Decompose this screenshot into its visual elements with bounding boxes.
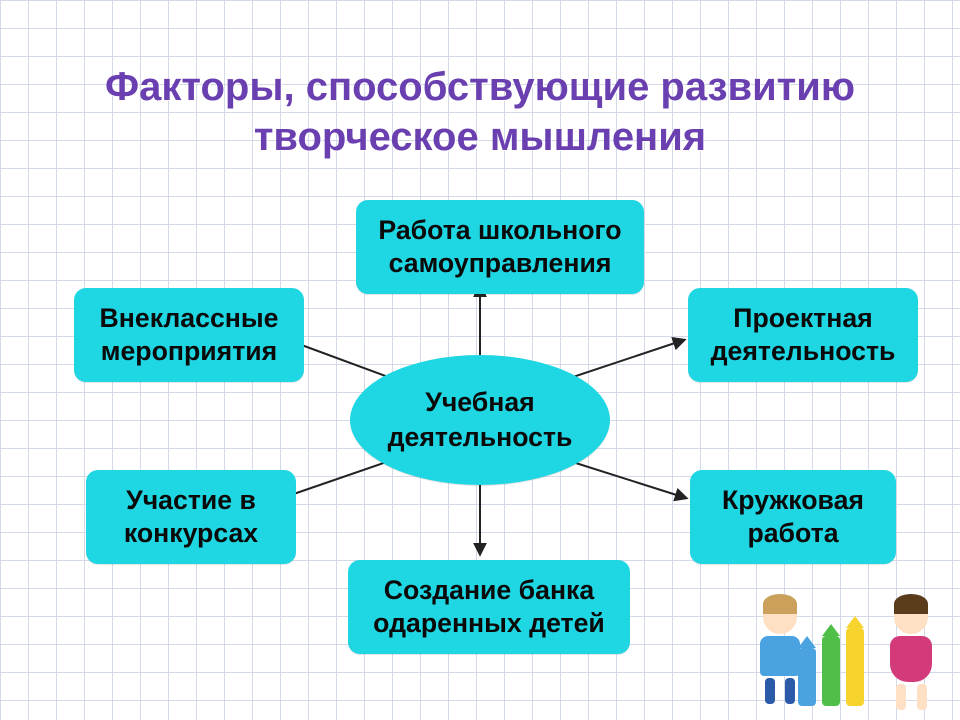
spoke-label: деятельность [711, 335, 896, 368]
center-node: Учебная деятельность [350, 355, 610, 485]
spoke-top-right: Проектнаядеятельность [688, 288, 918, 382]
crayon [822, 636, 840, 706]
spoke-label: работа [722, 517, 864, 550]
center-label-2: деятельность [388, 420, 573, 455]
spoke-label: Работа школьного [378, 214, 621, 247]
girl-illustration [890, 600, 932, 710]
page-title: Факторы, способствующие развитию творчес… [0, 62, 960, 162]
spoke-bottom: Создание банкаодаренных детей [348, 560, 630, 654]
crayon [798, 648, 816, 706]
title-line2: творческое мышления [0, 112, 960, 162]
spoke-label: Участие в [124, 484, 258, 517]
spoke-label: Внеклассные [100, 302, 279, 335]
title-line1: Факторы, способствующие развитию [0, 62, 960, 112]
spoke-bottom-left: Участие вконкурсах [86, 470, 296, 564]
spoke-bottom-right: Кружковаяработа [690, 470, 896, 564]
spoke-top: Работа школьногосамоуправления [356, 200, 644, 294]
spoke-label: одаренных детей [373, 607, 605, 640]
spoke-label: Проектная [711, 302, 896, 335]
crayon [846, 628, 864, 706]
spoke-label: Создание банка [373, 574, 605, 607]
spoke-label: конкурсах [124, 517, 258, 550]
boy-illustration [760, 600, 800, 704]
stage: Факторы, способствующие развитию творчес… [0, 0, 960, 720]
spoke-label: самоуправления [378, 247, 621, 280]
spoke-label: Кружковая [722, 484, 864, 517]
center-label-1: Учебная [388, 385, 573, 420]
spoke-top-left: Внеклассныемероприятия [74, 288, 304, 382]
spoke-label: мероприятия [100, 335, 279, 368]
